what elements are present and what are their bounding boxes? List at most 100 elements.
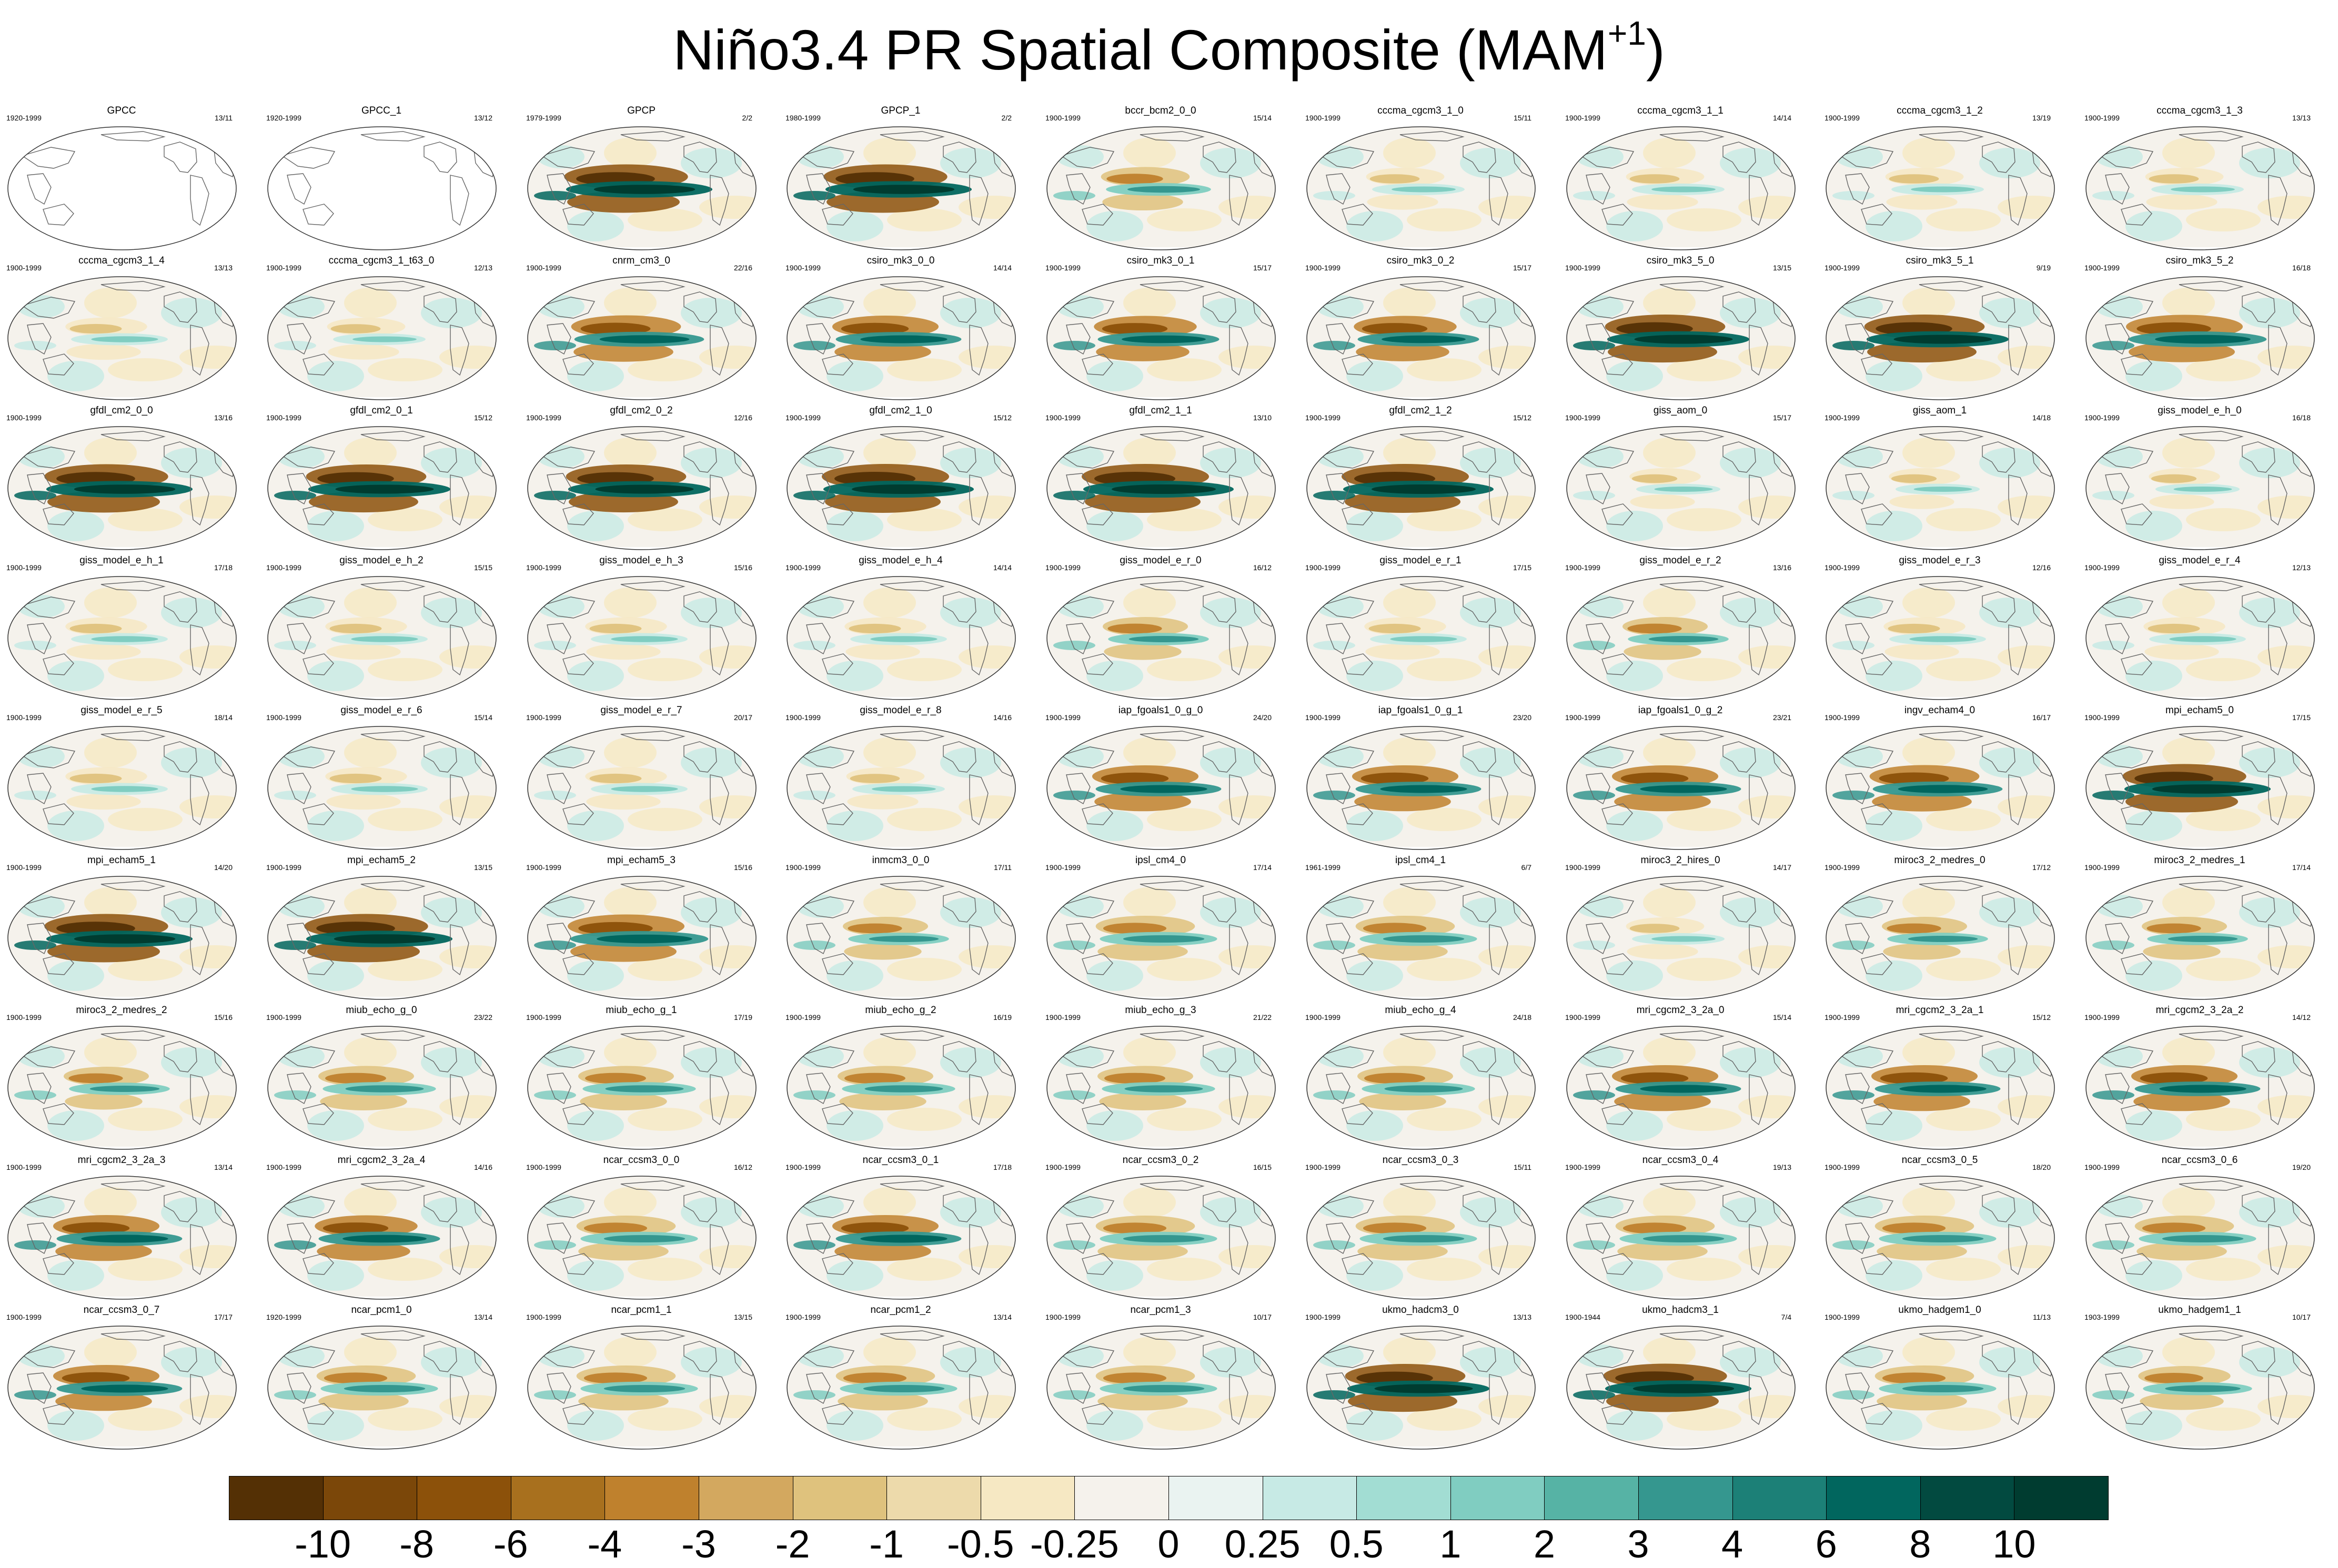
coastline <box>21 896 76 918</box>
coastline <box>1580 896 1635 918</box>
map-border <box>527 126 757 250</box>
anomaly-patch <box>1123 287 1176 318</box>
coastline <box>1919 281 1984 291</box>
wet-core <box>1128 636 1199 642</box>
coastline <box>1140 1180 1205 1191</box>
wet-streak-west <box>274 940 316 950</box>
panel-years: 1900-1999 <box>2084 863 2120 872</box>
dry-core <box>1629 924 1680 933</box>
wet-streak-west <box>1313 791 1355 800</box>
antarctica <box>528 397 756 400</box>
coastline <box>303 803 334 825</box>
coastline <box>21 1196 76 1218</box>
antarctica <box>1567 247 1795 250</box>
coastline <box>2105 173 2130 205</box>
title-close: ) <box>1646 18 1665 82</box>
anomaly-patch <box>1866 1110 1922 1141</box>
panel-map <box>267 126 497 250</box>
map-border <box>2085 126 2315 250</box>
dry-band-south <box>1886 194 1958 210</box>
map-border <box>1826 1326 2055 1450</box>
panel-years: 1900-1999 <box>266 713 301 722</box>
coastline <box>1839 447 1894 469</box>
anomaly-patch <box>1866 211 1922 241</box>
anomaly-patch <box>567 661 624 691</box>
map-border <box>7 276 237 400</box>
dry-core <box>2140 1072 2208 1085</box>
coastline <box>2008 175 2028 226</box>
panel-event-count: 10/17 <box>2292 1313 2311 1321</box>
anomaly-patch <box>2186 658 2261 681</box>
panel-title: miub_echo_g_1 <box>606 1005 677 1016</box>
anomaly-patch <box>628 208 702 231</box>
coastline <box>1861 1253 1892 1275</box>
panel-years: 1903-1999 <box>2084 1313 2120 1321</box>
coastline <box>1463 591 1496 623</box>
anomaly-patch <box>1407 1108 1482 1131</box>
coastline <box>541 746 596 768</box>
anomaly-patch <box>1643 1037 1696 1068</box>
dry-core <box>1362 323 1428 335</box>
map-border <box>2085 876 2315 1000</box>
panel-years: 1900-1999 <box>1305 1013 1341 1021</box>
coastline <box>1749 624 1768 676</box>
panel-years: 1900-1999 <box>6 413 42 422</box>
anomaly-patch <box>1383 887 1436 918</box>
anomaly-patch <box>344 1337 397 1368</box>
anomaly-patch <box>604 1337 657 1368</box>
panel-map <box>2085 126 2315 250</box>
wet-streak-west <box>14 791 56 800</box>
dry-band-south <box>1359 1092 1446 1110</box>
coastline <box>1586 1073 1610 1105</box>
panel-years: 1900-1999 <box>526 264 561 272</box>
antarctica <box>1826 1446 2054 1449</box>
anomaly-patch <box>1346 960 1403 991</box>
wet-core <box>1127 186 1201 193</box>
map-border <box>267 1176 497 1300</box>
map-border <box>527 426 757 550</box>
map-panel: miroc3_2_hires_0 1900-1999 14/17 <box>1562 855 1799 1007</box>
dry-band-south <box>1884 643 1959 660</box>
coastline <box>2268 924 2287 976</box>
panel-event-count: 23/21 <box>1772 713 1791 722</box>
panel-years: 1900-1999 <box>1045 1013 1081 1021</box>
map-border <box>2085 1176 2315 1300</box>
coastline <box>1601 803 1633 825</box>
title-superscript: +1 <box>1607 14 1646 52</box>
dry-core <box>1104 1073 1165 1084</box>
coastline <box>1342 1403 1373 1425</box>
panel-event-count: 16/12 <box>1253 563 1272 572</box>
coastline <box>943 741 976 773</box>
dry-band-south <box>66 643 141 660</box>
coastline <box>281 1196 336 1218</box>
dry-band-south <box>1872 792 1972 812</box>
panel-map <box>527 576 757 700</box>
wet-streak-west <box>2092 791 2134 800</box>
anomaly-patch <box>863 287 916 318</box>
panel-years: 1900-1999 <box>785 713 821 722</box>
coastline <box>2242 291 2275 323</box>
anomaly-patch <box>628 1258 702 1281</box>
antarctica <box>787 247 1015 250</box>
coastline <box>2099 746 2154 768</box>
panel-title: gfdl_cm2_0_1 <box>350 405 413 416</box>
wet-streak-west <box>1573 1090 1615 1100</box>
wet-core <box>1123 935 1205 943</box>
colorbar-box <box>323 1476 418 1520</box>
panel-years: 1900-1999 <box>2084 413 2120 422</box>
map-panel: miub_echo_g_3 1900-1999 21/22 <box>1042 1005 1279 1157</box>
panel-years: 1900-1999 <box>526 1313 561 1321</box>
map-border <box>527 576 757 700</box>
anomaly-patch <box>1383 1037 1436 1068</box>
anomaly-patch <box>2162 887 2215 918</box>
panel-map <box>1046 1026 1276 1150</box>
dry-band-south <box>1102 193 1183 211</box>
coastline <box>21 447 76 469</box>
panel-map <box>787 126 1016 250</box>
wet-core <box>1902 1235 1984 1242</box>
dry-core <box>1629 174 1680 184</box>
map-border <box>1566 276 1796 400</box>
panel-title: giss_model_e_r_3 <box>1899 555 1981 566</box>
coastline <box>1060 896 1115 918</box>
wet-streak-west <box>14 341 56 350</box>
